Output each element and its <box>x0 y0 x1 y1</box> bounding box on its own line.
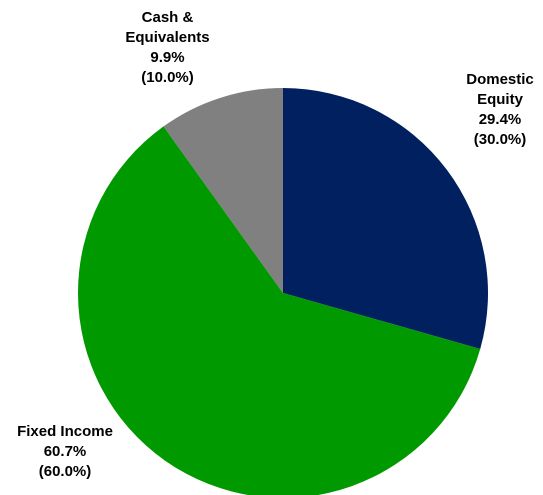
pie-slice <box>283 88 488 349</box>
category-name: Cash & Equivalents <box>125 9 210 46</box>
slice-label: Fixed Income 60.7% (60.0%) <box>5 422 125 482</box>
slice-label: Cash & Equivalents 9.9% (10.0%) <box>110 8 225 88</box>
pie-slice <box>78 126 481 495</box>
category-name: Domestic Equity <box>466 71 534 108</box>
target-label: (30.0%) <box>473 131 527 148</box>
value-label: 60.7% <box>43 443 87 460</box>
target-label: (60.0%) <box>38 463 92 480</box>
pie-slice <box>163 88 283 293</box>
value-label: 29.4% <box>478 111 522 128</box>
slice-label: Domestic Equity 29.4% (30.0%) <box>450 70 543 150</box>
target-label: (10.0%) <box>141 69 194 86</box>
value-label: 9.9% <box>150 49 185 66</box>
category-name: Fixed Income <box>17 423 113 440</box>
